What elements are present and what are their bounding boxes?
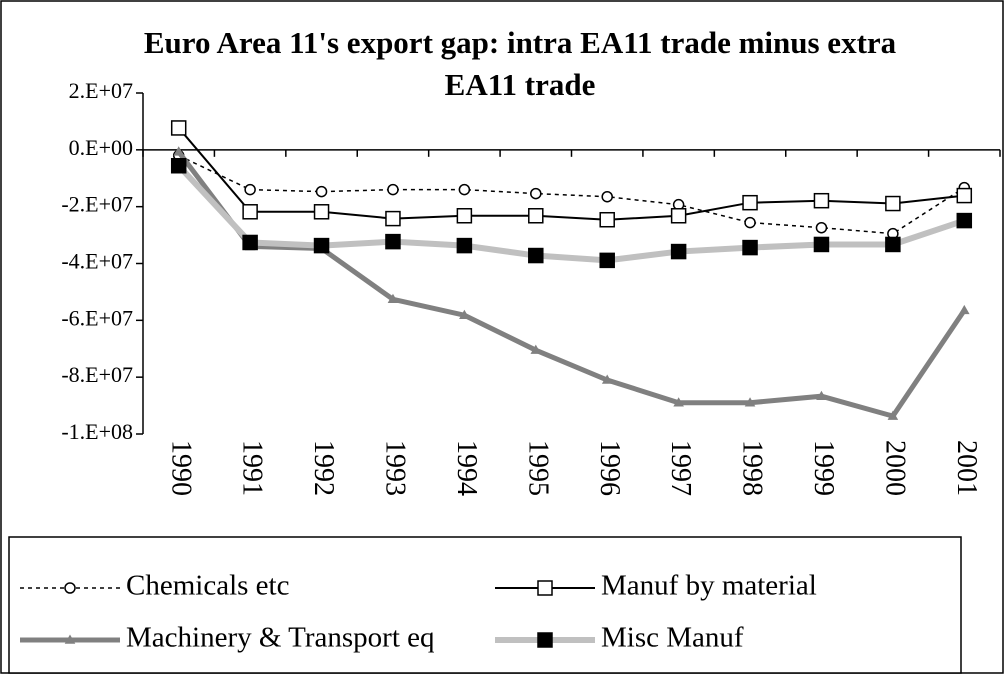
x-tick-label: 1994 [451,440,482,496]
series-line [178,154,965,235]
marker [673,397,684,407]
marker [242,204,258,220]
marker [313,204,330,220]
marker [601,190,613,203]
marker [387,293,399,304]
legend-item: Misc Manuf [495,622,744,654]
marker [242,234,258,251]
marker [599,211,615,228]
x-tick-label: 1997 [665,440,696,496]
marker [530,187,542,200]
x-tick-label: 1999 [808,440,839,496]
marker [459,309,470,319]
marker [244,183,256,196]
x-tick-label: 1992 [308,440,339,496]
marker [670,208,687,224]
legend-label: Chemicals etc [126,570,289,602]
marker [885,236,901,253]
marker [528,247,544,264]
series [170,157,973,269]
marker [813,192,830,209]
x-tick-label: 2001 [951,440,982,496]
marker [387,183,399,196]
marker [315,185,328,198]
marker [456,208,473,224]
marker [744,397,756,407]
marker [173,146,185,156]
marker [742,194,758,211]
x-tick-label: 1995 [522,440,553,496]
x-tick-label: 1998 [737,440,768,496]
legend-item: Manuf by material [495,570,817,602]
legend-item: Chemicals etc [20,570,289,602]
x-tick-label: 1993 [380,440,411,496]
y-tick-label: -8.E+07 [61,362,133,387]
marker [528,208,544,224]
marker [887,410,899,420]
marker [601,374,613,384]
legend-marker [537,580,553,596]
marker [530,344,542,354]
marker [744,216,756,229]
legend-label: Machinery & Transport eq [126,622,435,654]
series-line [176,150,967,419]
marker [599,252,615,269]
series [170,120,973,228]
marker [385,210,401,227]
y-tick-label: 2.E+07 [69,78,133,103]
x-tick-label: 1996 [594,440,625,496]
marker [170,120,187,136]
series-line [176,163,966,264]
legend-marker [537,632,553,648]
y-tick-label: -4.E+07 [61,249,133,274]
x-tick-label: 2000 [879,440,910,496]
x-tick-label: 1991 [237,440,268,496]
y-tick-label: -2.E+07 [61,192,133,217]
legend-marker [64,582,76,594]
marker [385,233,401,250]
legend-box [8,536,962,674]
marker [816,390,827,400]
marker [170,157,187,174]
legend-item: Machinery & Transport eq [20,622,435,654]
y-tick-label: 0.E+00 [69,135,133,160]
marker [956,187,973,204]
marker [885,195,901,212]
marker [456,237,473,254]
marker [815,221,828,234]
legend-marker [64,634,76,644]
marker [313,237,330,254]
y-tick-label: -6.E+07 [61,305,133,330]
y-tick-label: -1.E+08 [61,419,133,444]
marker [956,212,973,229]
marker [958,304,970,315]
x-tick-label: 1990 [165,440,196,496]
marker [458,183,471,196]
marker [742,239,758,256]
marker [670,243,687,260]
marker [813,236,830,253]
series [173,146,970,420]
series-line [177,127,965,221]
legend-label: Misc Manuf [601,622,744,654]
chart-title: Euro Area 11's export gap: intra EA11 tr… [143,25,897,102]
legend-label: Manuf by material [601,570,817,602]
